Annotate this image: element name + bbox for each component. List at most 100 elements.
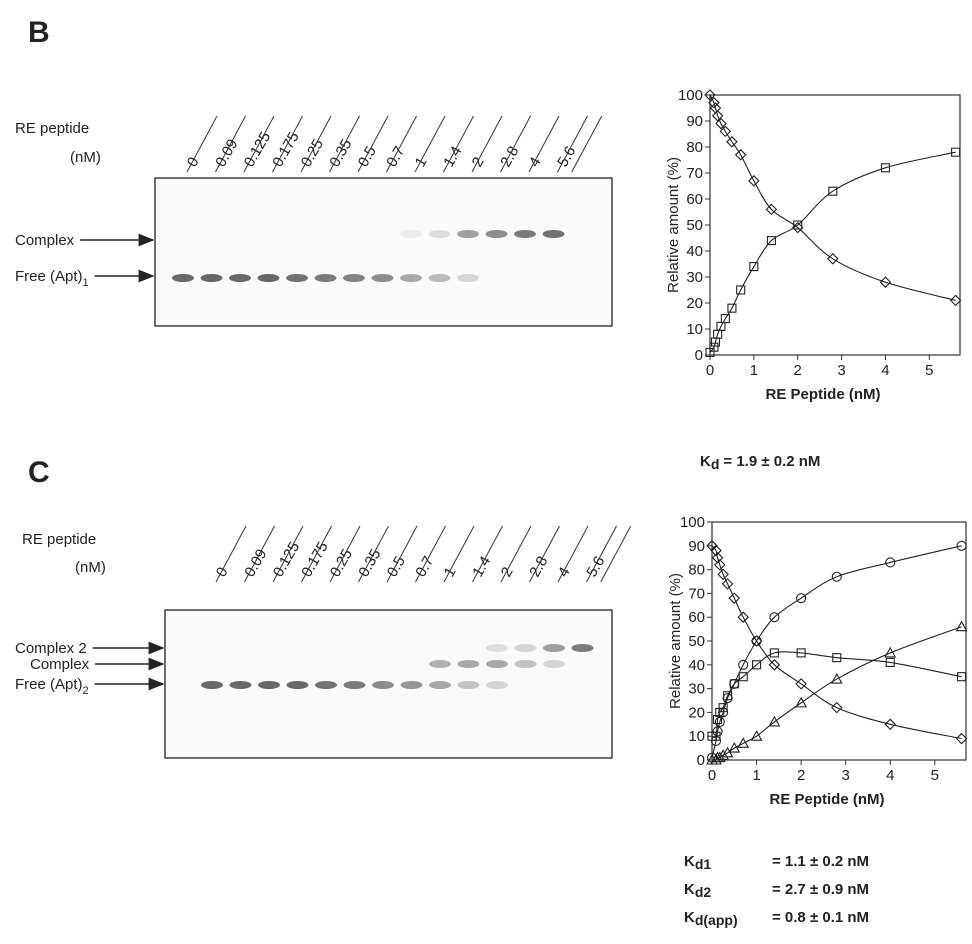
gel-band (344, 681, 366, 689)
panel-label: B (28, 16, 50, 49)
y-axis-label: Relative amount (%) (665, 157, 682, 293)
lane-label: 0.5 (355, 143, 380, 170)
gel-band (315, 274, 337, 282)
lane-label: 2.8 (526, 553, 551, 580)
lane-label: 0.35 (326, 136, 355, 170)
y-tick-label: 80 (688, 562, 705, 579)
gel-band (543, 230, 565, 238)
lane-label: 0 (213, 564, 232, 580)
x-tick-label: 5 (925, 362, 933, 379)
lane-label: 5.6 (554, 143, 579, 170)
lane-label: 0.25 (327, 546, 356, 580)
y-tick-label: 60 (686, 191, 703, 208)
gel-band (258, 274, 280, 282)
lane-label: 4 (555, 564, 574, 580)
lane-label: 1 (441, 564, 460, 580)
lane-label: 0.09 (241, 546, 270, 580)
data-point (957, 622, 967, 631)
lane-label: 0.175 (269, 129, 302, 170)
band-label: Complex (30, 656, 90, 673)
gel-band (429, 681, 451, 689)
gel-band (315, 681, 337, 689)
y-tick-label: 50 (686, 217, 703, 234)
fit-curve (712, 546, 962, 739)
gel-band (286, 274, 308, 282)
kd-subscript: d2 (695, 884, 712, 900)
gel-band (486, 230, 508, 238)
band-name: Complex 2 (15, 640, 87, 657)
lane-label: 2 (498, 564, 517, 580)
figure: BRE peptide(nM)00.090.1250.1750.250.350.… (0, 0, 972, 944)
y-tick-label: 50 (688, 633, 705, 650)
gel-axis-label: RE peptide (15, 120, 89, 137)
x-tick-label: 5 (931, 767, 939, 784)
lane-label: 4 (526, 154, 545, 170)
band-label: Free (Apt)1 (15, 268, 89, 289)
gel-band (230, 681, 252, 689)
lane-label: 0.7 (383, 143, 408, 170)
gel-band (258, 681, 280, 689)
x-axis-label: RE Peptide (nM) (766, 386, 881, 403)
gel-band (400, 230, 422, 238)
lane-label: 5.6 (583, 553, 608, 580)
x-tick-label: 3 (837, 362, 845, 379)
x-tick-label: 1 (750, 362, 758, 379)
kd-line: Kd1= 1.1 ± 0.2 nM (684, 853, 869, 872)
lane-label: 0 (184, 154, 203, 170)
lane-divider (601, 526, 631, 582)
gel-band (401, 681, 423, 689)
y-tick-label: 80 (686, 139, 703, 156)
kd-subscript: d1 (695, 856, 712, 872)
fit-curve (712, 627, 962, 760)
plot-frame (710, 95, 960, 355)
kd-value: = 0.8 ± 0.1 nM (772, 909, 869, 926)
gel-band (201, 274, 223, 282)
y-tick-label: 40 (686, 243, 703, 260)
band-name: Complex (30, 656, 90, 673)
kd-subscript: d (711, 456, 720, 472)
gel-band (429, 230, 451, 238)
gel-band (457, 274, 479, 282)
kd-subscript: d(app) (695, 912, 738, 928)
gel-band (458, 681, 480, 689)
kd-symbol: K (684, 881, 695, 898)
y-tick-label: 100 (680, 514, 705, 531)
y-tick-label: 90 (686, 113, 703, 130)
lane-label: 1.4 (440, 143, 465, 170)
fit-curve (710, 95, 956, 300)
x-tick-label: 4 (881, 362, 889, 379)
lane-label: 0.125 (241, 129, 274, 170)
x-tick-label: 0 (708, 767, 716, 784)
x-tick-label: 4 (886, 767, 894, 784)
y-tick-label: 20 (688, 704, 705, 721)
gel-band (172, 274, 194, 282)
gel-band (458, 660, 480, 668)
fit-curve (710, 152, 956, 352)
kd-symbol: K (684, 909, 695, 926)
y-tick-label: 0 (697, 752, 705, 769)
gel-band (287, 681, 309, 689)
y-tick-label: 60 (688, 609, 705, 626)
y-tick-label: 100 (678, 87, 703, 104)
kd-symbol: K (684, 853, 695, 870)
y-tick-label: 30 (686, 269, 703, 286)
lane-label: 0.175 (298, 539, 331, 580)
lane-label: 0.09 (212, 136, 241, 170)
gel-band (543, 644, 565, 652)
band-name: Complex (15, 232, 75, 249)
lane-divider (572, 116, 602, 172)
x-tick-label: 2 (797, 767, 805, 784)
y-tick-label: 30 (688, 681, 705, 698)
kd-line: Kd2= 2.7 ± 0.9 nM (684, 881, 869, 900)
gel-band (400, 274, 422, 282)
panel-label: C (28, 456, 50, 489)
x-tick-label: 1 (752, 767, 760, 784)
lane-label: 1 (412, 154, 431, 170)
y-tick-label: 70 (688, 585, 705, 602)
band-label: Complex (15, 232, 75, 249)
gel-band (515, 644, 537, 652)
gel-band (372, 681, 394, 689)
y-tick-label: 70 (686, 165, 703, 182)
lane-label: 0.125 (270, 539, 303, 580)
lane-label: 0.7 (412, 553, 437, 580)
